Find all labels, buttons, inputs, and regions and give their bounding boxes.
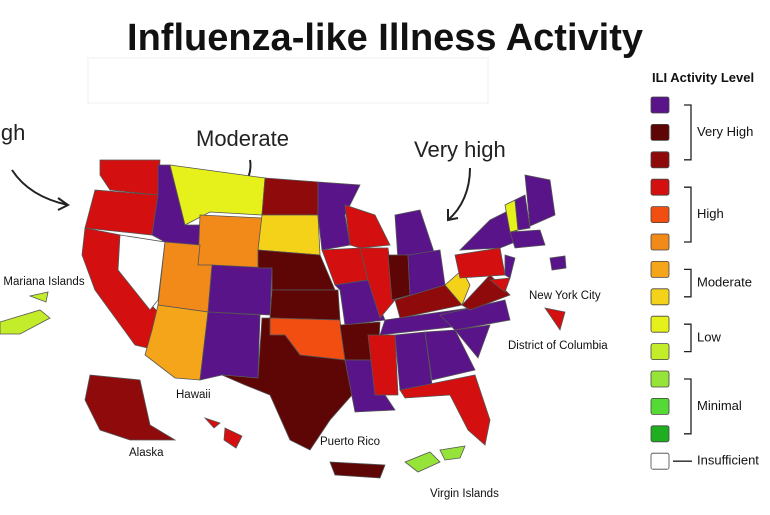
map-label: . Mariana Islands [0,276,85,288]
region [117,234,166,311]
map-label: Alaska [129,447,164,459]
region [509,229,546,249]
legend-swatch [650,343,670,361]
annotation: Very high [414,137,506,162]
map-label: Virgin Islands [430,488,499,500]
legend-swatch [650,315,670,333]
region [454,324,491,359]
region [329,461,386,479]
legend-label: Insufficient [697,453,759,468]
map-label: Puerto Rico [320,436,380,448]
legend-label: Very High [697,124,753,139]
legend-swatch [650,96,670,114]
legend-swatch [650,151,670,169]
legend-swatch [650,397,670,415]
legend-bracket [684,378,692,435]
legend-bracket [684,104,692,161]
region [169,164,266,226]
region [207,264,273,316]
title: Influenza-like Illness Activity [127,17,643,59]
region [399,374,491,446]
region [28,291,49,303]
region [221,317,353,451]
map-label: New York City [529,290,601,302]
legend-swatch [650,425,670,443]
legend-bracket [684,323,692,353]
legend-swatch [650,260,670,278]
map [0,159,567,479]
region [549,255,567,271]
region [84,374,177,441]
legend-title: ILI Activity Level [652,70,754,85]
region [504,254,516,279]
region [261,177,319,216]
region [424,329,476,381]
region [199,311,261,381]
region [454,247,506,279]
region [488,277,511,293]
region [269,289,341,321]
region [197,214,263,269]
legend-swatch [650,206,670,224]
legend-label: Low [697,329,721,344]
region [257,214,321,256]
region [0,309,51,335]
region [344,204,391,249]
region [367,334,399,396]
arrow [447,167,471,222]
legend-label: Moderate [697,275,752,290]
legend-swatch [650,178,670,196]
legend-label: Minimal [697,398,742,413]
title-frame [87,57,489,104]
legend: Very High High Moderate Low Minimal Insuffici… [650,96,759,470]
region [203,417,221,429]
legend-swatch [650,124,670,141]
region [359,247,396,319]
region [387,254,411,301]
region [223,427,243,449]
legend-swatch [650,452,670,470]
legend-swatch [650,233,670,251]
annotation: igh [0,120,25,145]
map-label: District of Columbia [508,340,608,352]
legend-swatch [650,288,670,306]
annotation: Moderate [196,126,289,151]
region [514,194,531,231]
legend-bracket [684,268,692,298]
legend-bracket [684,186,692,243]
region [99,159,161,196]
region [544,307,566,331]
map-label: Hawaii [176,389,211,401]
region [444,269,471,306]
region [84,189,159,236]
region [524,174,556,227]
region [439,445,466,461]
region [404,451,441,473]
legend-label: High [697,206,724,221]
arrow [11,169,70,211]
legend-swatch [650,370,670,388]
